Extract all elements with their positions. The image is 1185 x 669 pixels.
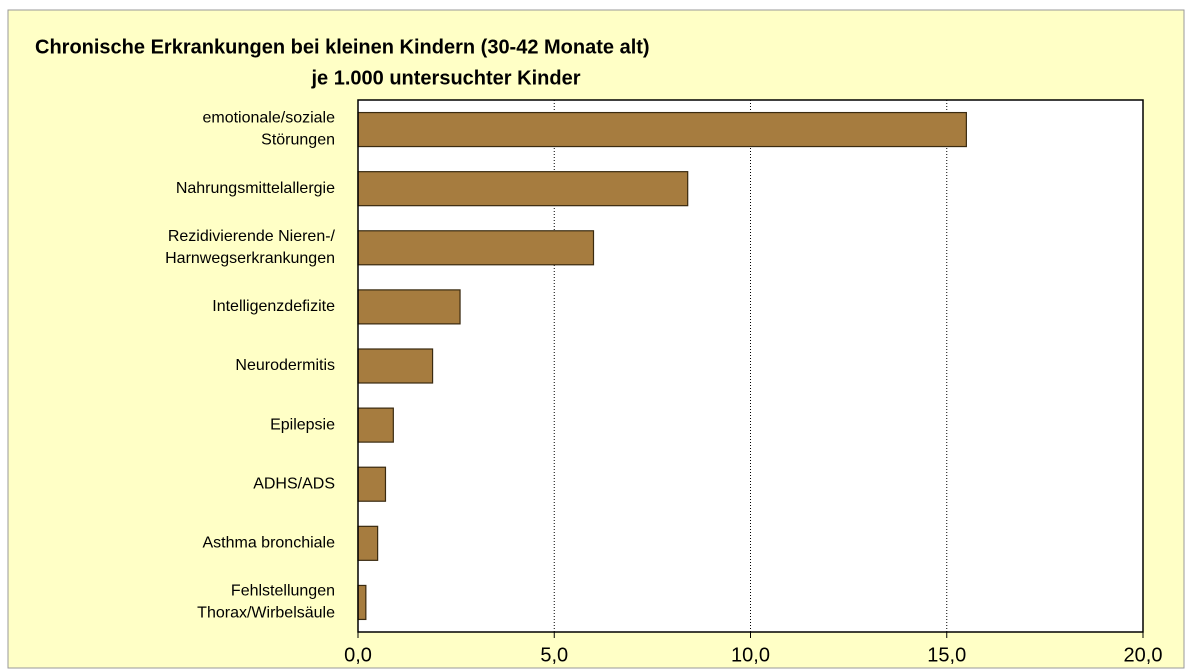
- chart-subtitle: je 1.000 untersuchter Kinder: [311, 67, 581, 89]
- bar: [357, 584, 367, 621]
- x-tick-label: 20,0: [1124, 644, 1163, 666]
- bar: [357, 525, 379, 561]
- x-tick-label: 10,0: [731, 644, 770, 666]
- y-tick-label: emotionale/soziale Störungen: [202, 110, 335, 149]
- x-tick-label: 5,0: [540, 644, 568, 666]
- y-tick-label: Asthma bronchiale: [202, 535, 335, 552]
- y-tick-label: Fehlstellungen Thorax/Wirbelsäule: [197, 583, 335, 622]
- bar: [357, 466, 387, 502]
- bar: [357, 230, 595, 266]
- bar: [357, 171, 689, 207]
- bar: [357, 348, 434, 384]
- y-tick-label: Intelligenzdefizite: [212, 298, 335, 315]
- x-tick-label: 0,0: [344, 644, 372, 666]
- y-tick-label: Rezidivierende Nieren-/Harnwegserkrankun…: [165, 228, 335, 267]
- plot-border: [357, 99, 1144, 633]
- bar: [357, 289, 461, 325]
- y-tick-label: Nahrungsmittelallergie: [176, 180, 335, 197]
- bar: [357, 111, 967, 148]
- y-tick-label: ADHS/ADS: [253, 475, 335, 492]
- y-tick-label: Neurodermitis: [235, 357, 335, 374]
- y-tick-label: Epilepsie: [270, 416, 335, 433]
- chart-title: Chronische Erkrankungen bei kleinen Kind…: [35, 36, 650, 58]
- x-tick-label: 15,0: [927, 644, 966, 666]
- bar: [357, 407, 394, 443]
